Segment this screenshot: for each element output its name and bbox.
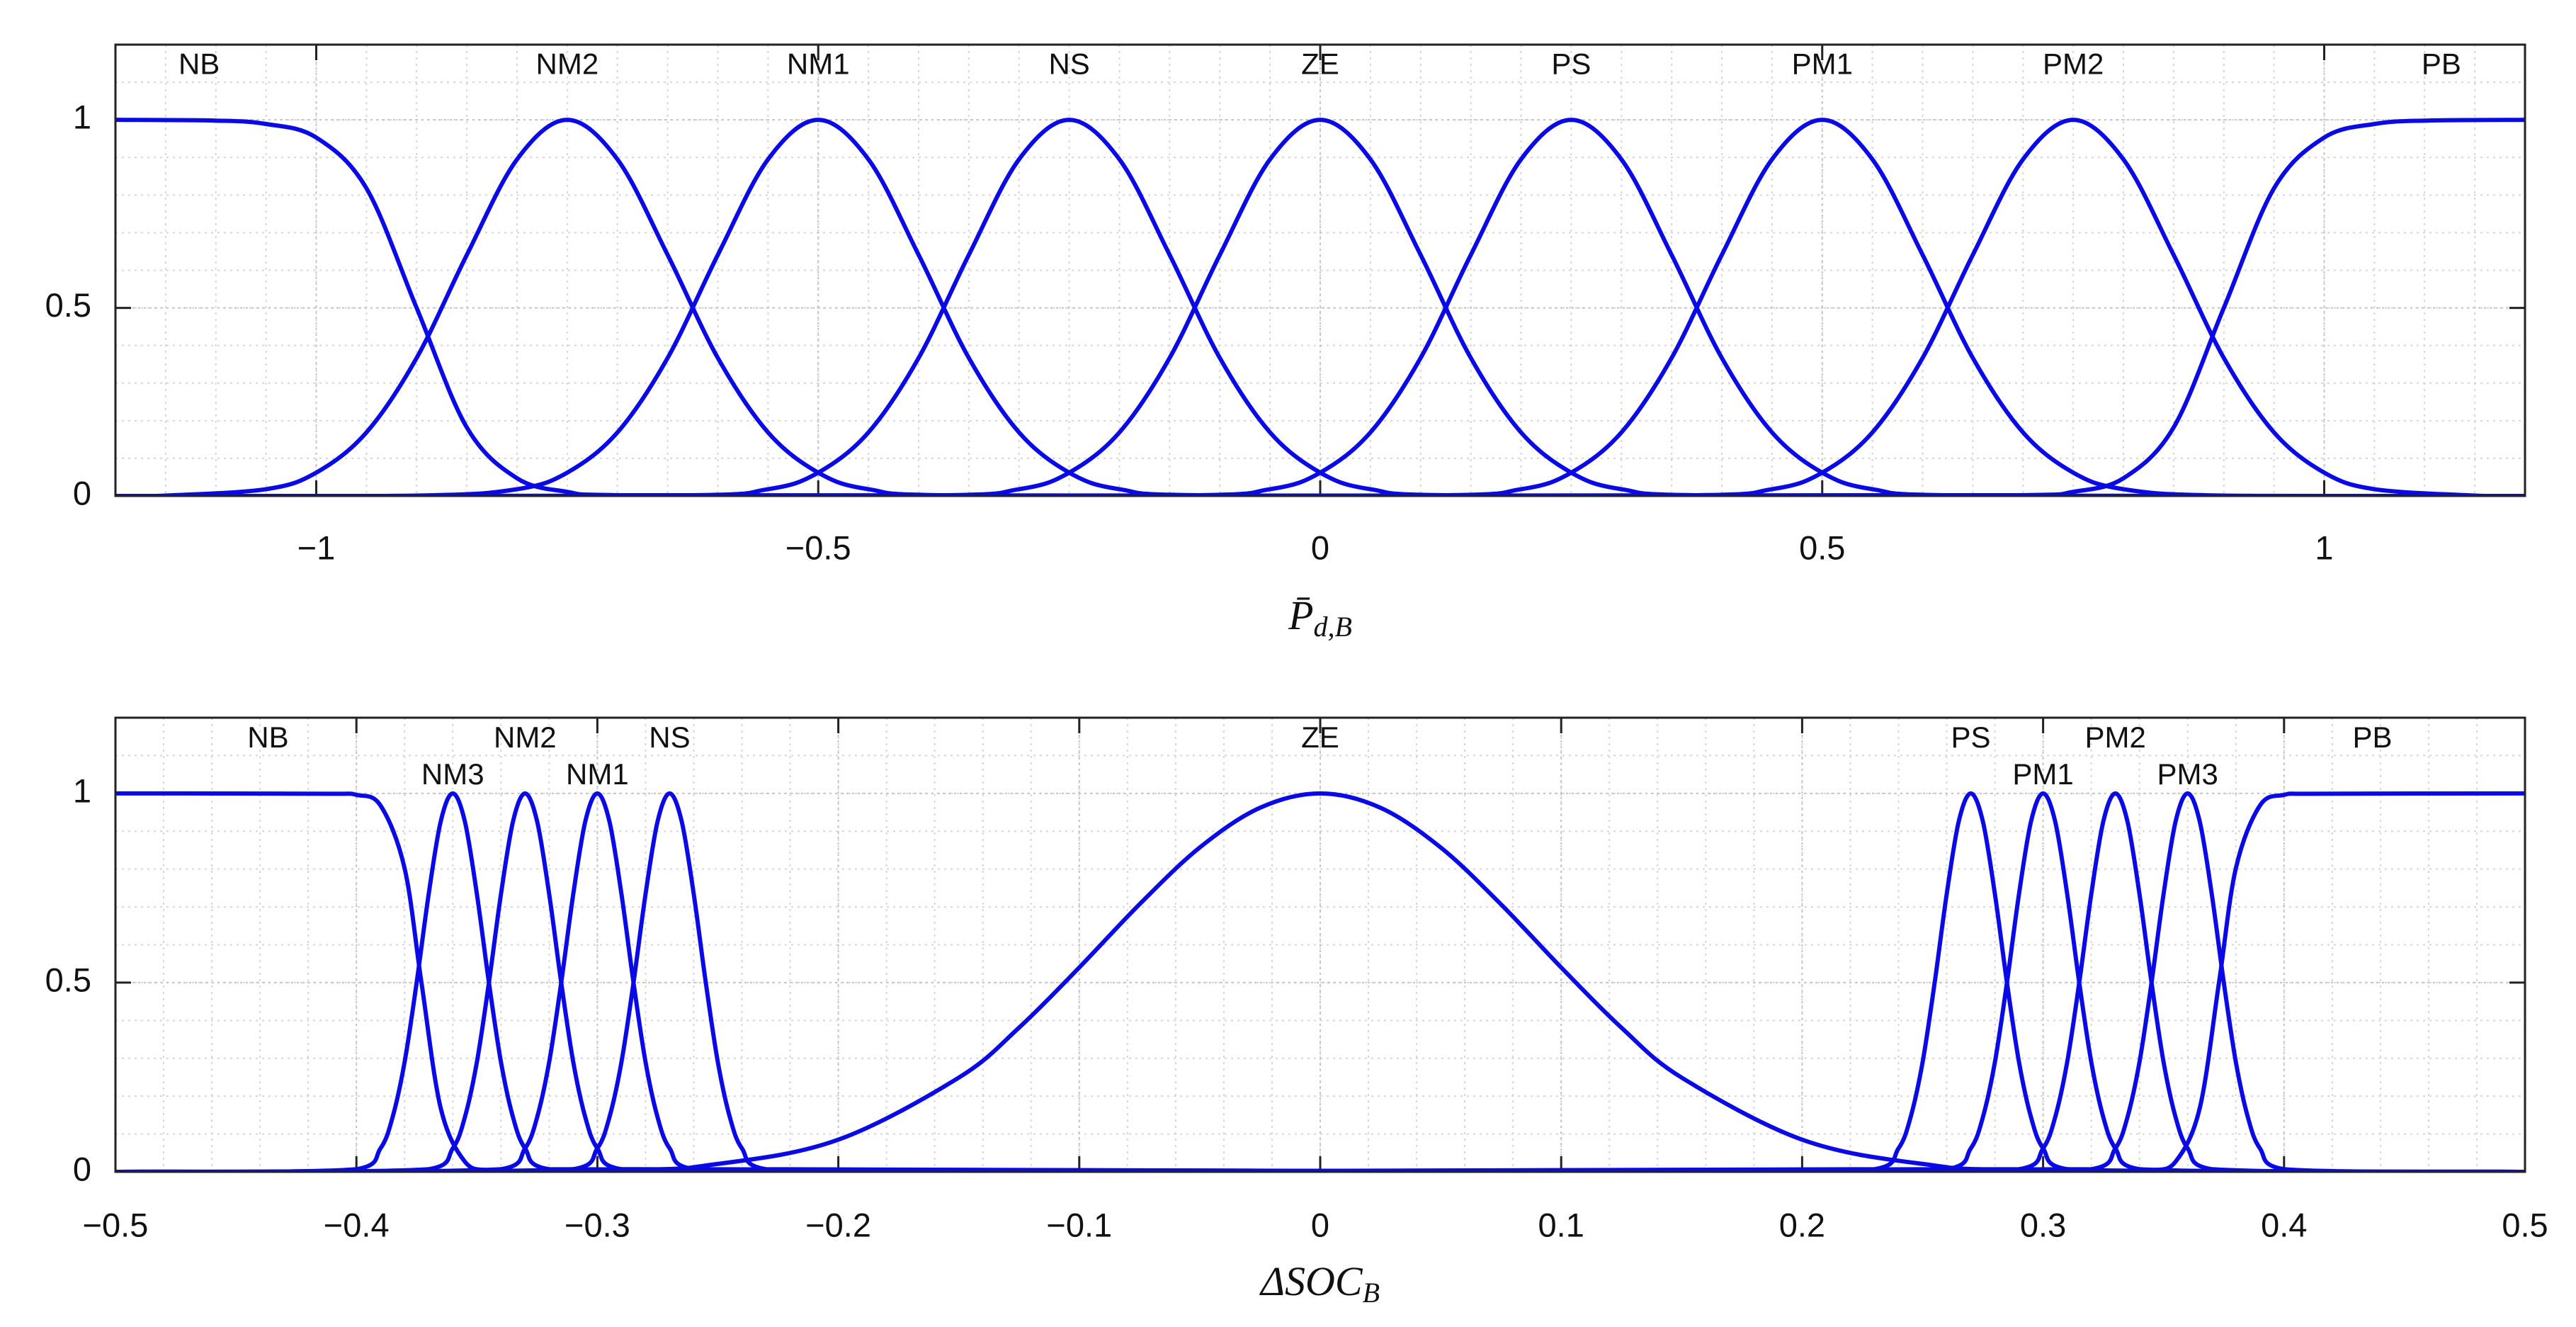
curve-label: ZE <box>1301 47 1339 80</box>
curve-label: NS <box>1048 47 1089 80</box>
curve-label: PB <box>2353 721 2393 754</box>
x-tick-label: −0.1 <box>1046 1206 1112 1243</box>
y-tick-label: 1 <box>73 98 91 136</box>
x-tick-label: 0.5 <box>2502 1206 2548 1243</box>
x-tick-label: −0.2 <box>805 1206 871 1243</box>
x-tick-label: 0.5 <box>1799 529 1845 566</box>
chart: −0.5 −0.4 −0.3 −0.2 −0.1 0 0.1 0.2 0.3 0.4 0.5 0 0.5… <box>45 716 2548 1309</box>
curve-label: PM1 <box>1792 47 1853 80</box>
x-axis-label-main: P̄ <box>1288 592 1313 638</box>
x-tick-label: −1 <box>297 529 336 566</box>
curve-label: PS <box>1951 721 1991 754</box>
x-tick-label: −0.4 <box>324 1206 390 1243</box>
curve-label: NM2 <box>494 721 557 754</box>
x-tick-label: −0.3 <box>564 1206 630 1243</box>
curve-label: NB <box>178 47 220 80</box>
curve-label: NM2 <box>536 47 599 80</box>
x-tick-label: 0 <box>1311 1206 1329 1243</box>
curve-label: PM3 <box>2157 757 2218 791</box>
curve-label: PM2 <box>2084 721 2145 754</box>
x-tick-label: 0.2 <box>1779 1206 1825 1243</box>
curve-label: NM3 <box>421 757 484 791</box>
curve-label: NB <box>247 721 288 754</box>
membership-curve <box>115 791 2525 1172</box>
y-tick-label: 0 <box>73 474 91 512</box>
x-tick-label: 0.4 <box>2261 1206 2307 1243</box>
y-tick-label: 0.5 <box>45 961 91 998</box>
x-tick-label: 0 <box>1311 529 1329 566</box>
y-tick-label: 1 <box>73 772 91 809</box>
x-tick-label: 1 <box>2315 529 2333 566</box>
curve-label: NS <box>649 721 690 754</box>
curve-label: ZE <box>1301 721 1339 754</box>
y-tick-label: 0.5 <box>45 286 91 324</box>
axes-box <box>114 43 2526 497</box>
x-tick-label: −0.5 <box>83 1206 149 1243</box>
x-axis-label-main: ΔSOC <box>1259 1258 1363 1304</box>
axes-box <box>114 716 2526 1173</box>
curve-label: NM1 <box>787 47 850 80</box>
curve-label: PM1 <box>2012 757 2073 791</box>
x-axis-label: ΔSOCB <box>1259 1258 1380 1309</box>
curve-label: NM1 <box>566 757 629 791</box>
x-tick-label: −0.5 <box>785 529 851 566</box>
x-axis-label-sub: d,B <box>1314 611 1352 643</box>
x-tick-label: 0.1 <box>1538 1206 1584 1243</box>
curve-label: PM2 <box>2043 47 2104 80</box>
membership-curve <box>115 791 2525 1172</box>
membership-curve <box>115 791 2525 1172</box>
chart: −1 −0.5 0 0.5 1 0 0.5 1 NB NM2 NM1 NS ZE PS PM1 PM2 PB P̄… <box>45 43 2526 643</box>
curve-label: PS <box>1551 47 1591 80</box>
curve-label: PB <box>2422 47 2461 80</box>
x-tick-label: 0.3 <box>2020 1206 2066 1243</box>
y-tick-label: 0 <box>73 1150 91 1187</box>
x-axis-label: P̄d,B <box>1288 592 1352 643</box>
x-axis-label-sub: B <box>1363 1277 1380 1309</box>
